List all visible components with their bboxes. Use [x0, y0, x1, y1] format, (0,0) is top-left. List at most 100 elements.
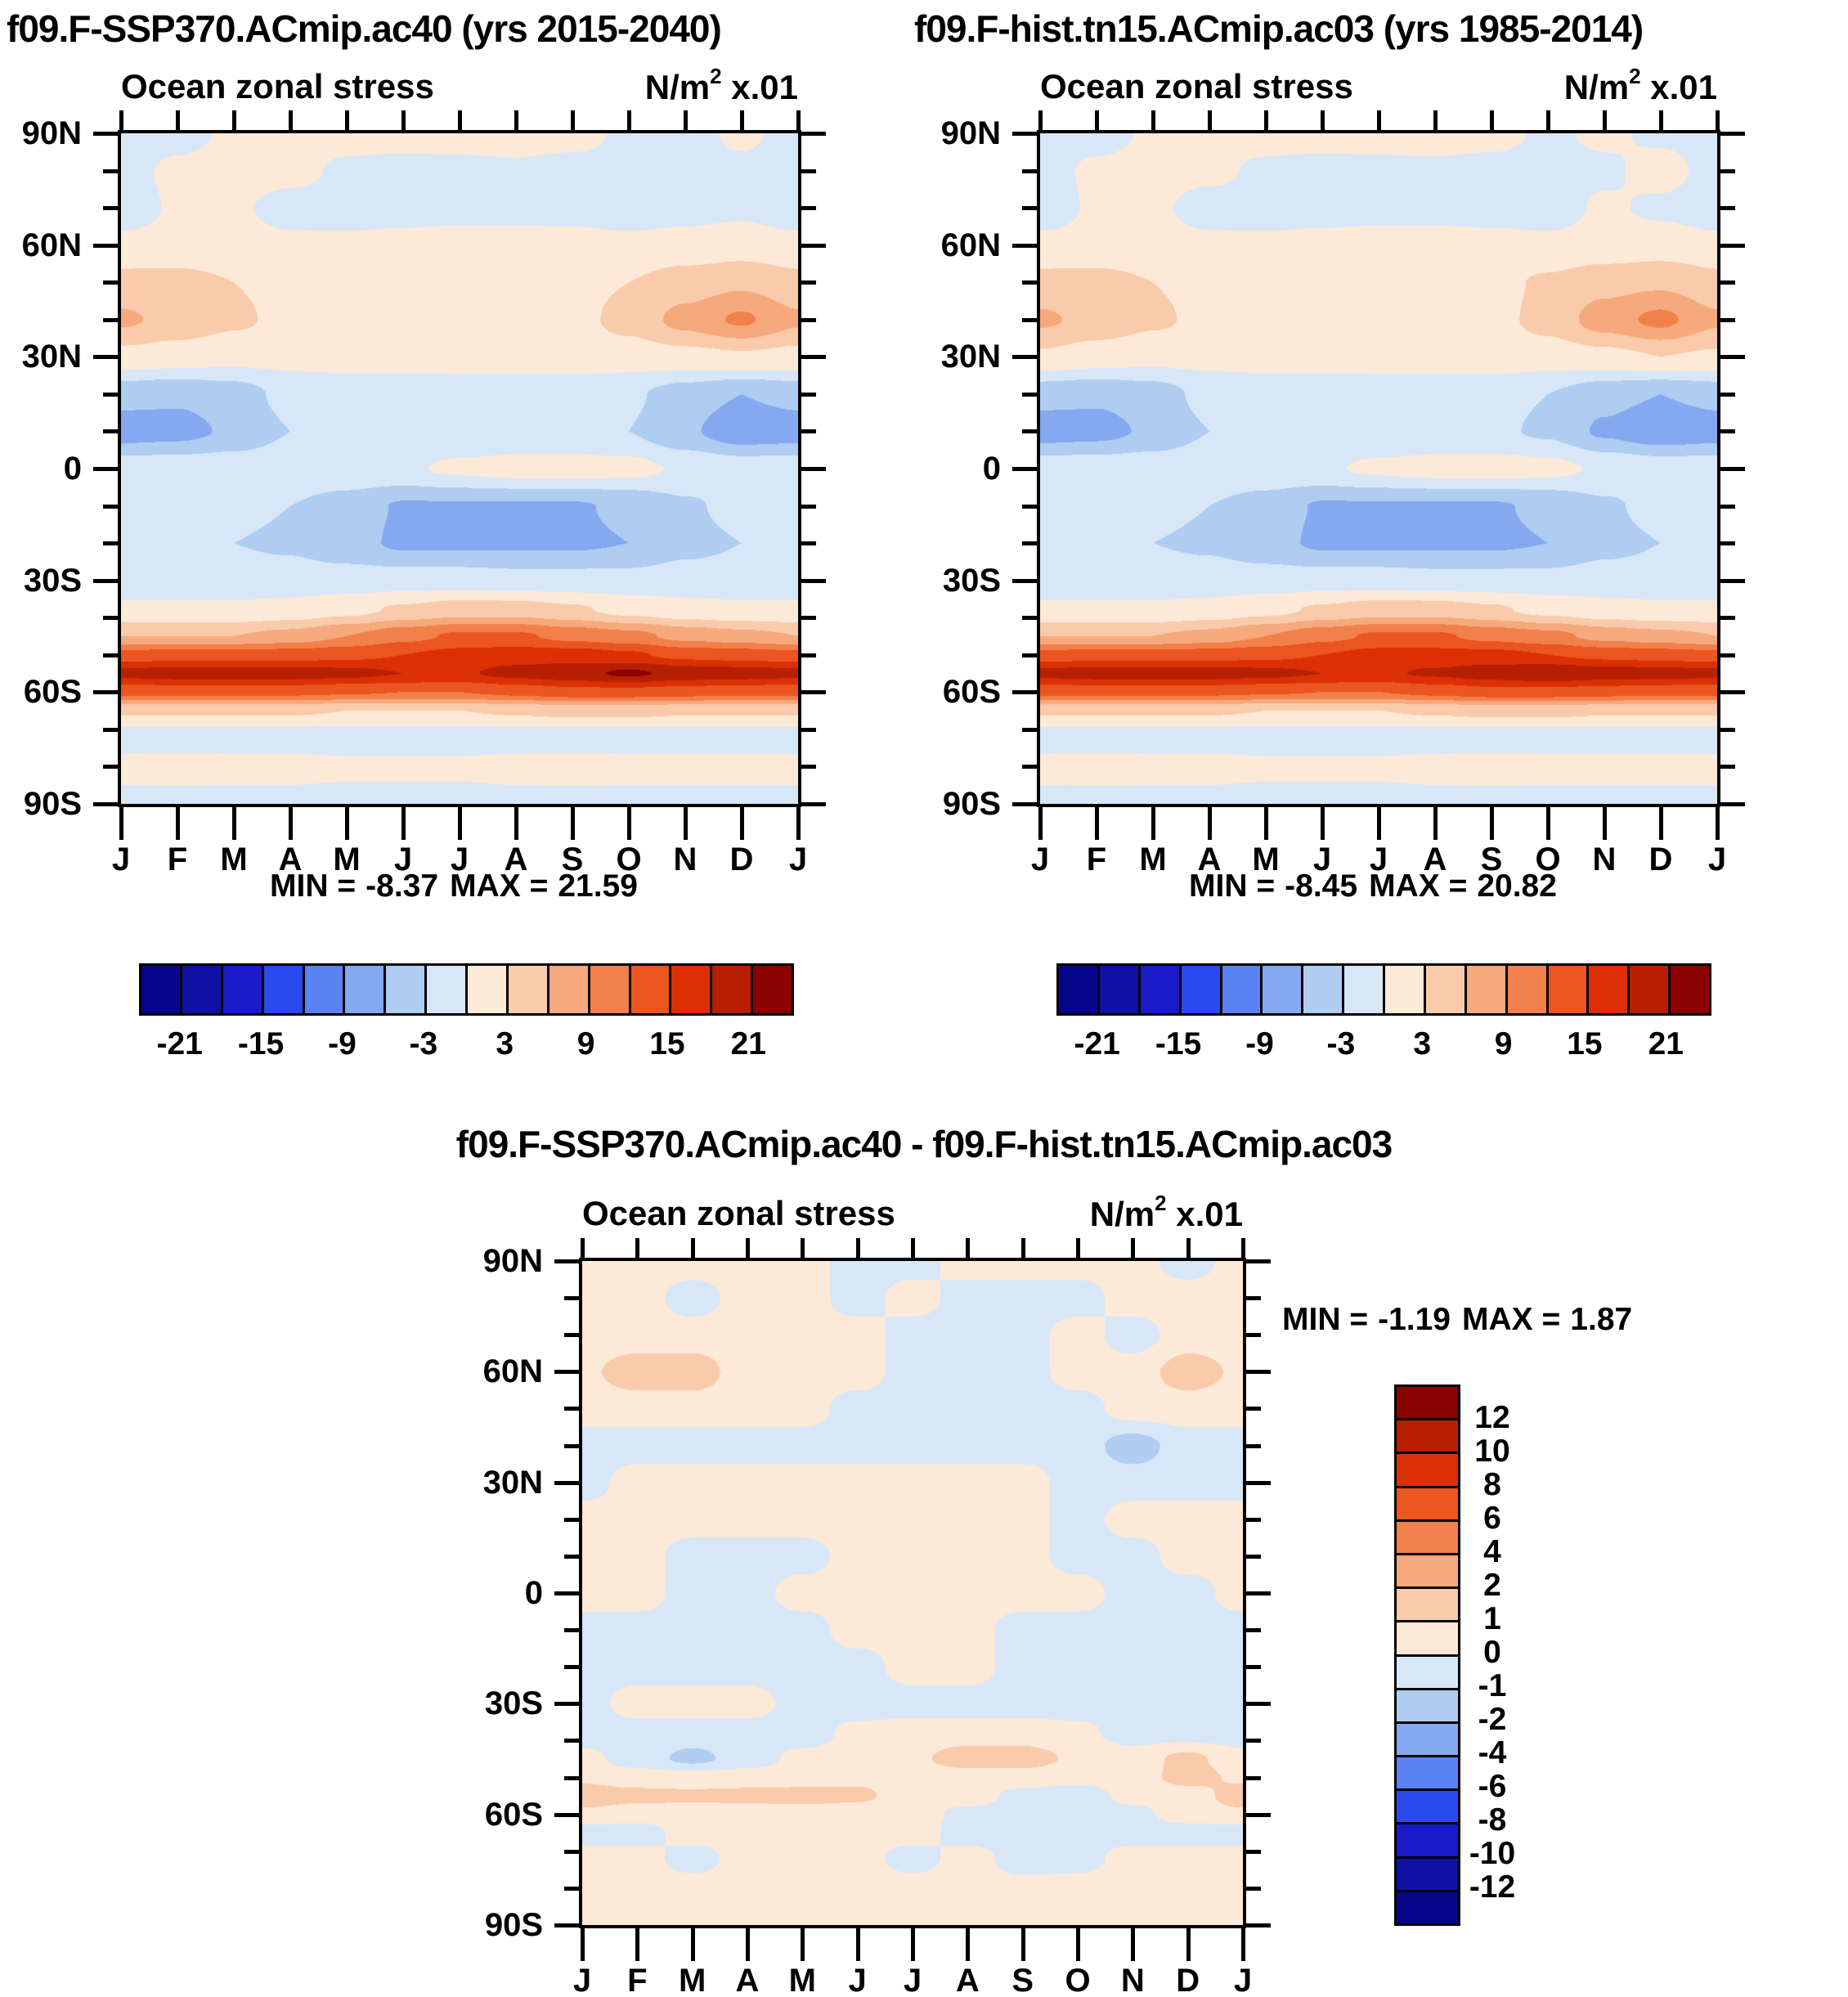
month-label: D — [1176, 1963, 1200, 1997]
lat-tick — [1246, 1259, 1271, 1263]
lat-tick — [801, 765, 816, 770]
colorbar-cell — [1397, 1856, 1458, 1890]
units-base: N/m — [644, 68, 711, 106]
colorbar-cell — [1397, 1586, 1458, 1621]
units-exponent: 2 — [710, 64, 722, 88]
colorbar-cell — [1342, 966, 1383, 1013]
panel-a-title: f09.F-SSP370.ACmip.ac40 (yrs 2015-2040) — [7, 7, 722, 50]
month-tick — [119, 807, 123, 840]
month-label: J — [1369, 841, 1388, 877]
month-label: N — [1120, 1963, 1145, 1997]
colorbar-label: -21 — [156, 1026, 203, 1061]
lat-tick — [1022, 392, 1037, 397]
month-tick — [684, 110, 688, 130]
panel-b-units: N/m2 x.01 — [1564, 64, 1717, 107]
month-tick — [684, 807, 688, 840]
colorbar-cell — [261, 966, 303, 1013]
month-tick — [1603, 807, 1607, 840]
lat-tick — [801, 392, 816, 397]
month-tick — [176, 807, 180, 840]
latitude-label: 90N — [940, 115, 1001, 151]
lat-tick — [1246, 1443, 1261, 1448]
month-tick — [1433, 110, 1438, 130]
min-label: MIN = — [270, 868, 357, 904]
colorbar-label: -15 — [1155, 1026, 1202, 1061]
month-label: A — [1423, 841, 1447, 877]
lat-tick — [1246, 1849, 1261, 1854]
max-value: 20.82 — [1477, 868, 1557, 904]
month-tick — [514, 110, 518, 130]
colorbar-cell — [1397, 1687, 1458, 1721]
colorbar-label: 21 — [730, 1026, 766, 1061]
lat-tick — [1720, 690, 1745, 695]
lat-tick — [103, 317, 118, 322]
lat-tick — [801, 429, 816, 434]
colorbar-label: 8 — [1483, 1467, 1501, 1502]
latitude-label: 60S — [23, 674, 82, 711]
colorbar-label: -4 — [1478, 1735, 1507, 1770]
colorbar-label: -15 — [237, 1026, 285, 1061]
lat-tick — [1246, 1554, 1261, 1559]
colorbar-cell — [424, 966, 465, 1013]
colorbar-cell — [343, 966, 384, 1013]
lat-tick — [93, 690, 118, 695]
lat-tick — [1720, 578, 1745, 583]
colorbar-label: 4 — [1483, 1534, 1501, 1569]
month-tick — [1490, 110, 1494, 130]
month-tick — [796, 110, 801, 130]
colorbar-label: -1 — [1478, 1668, 1507, 1703]
month-tick — [571, 807, 575, 840]
colorbar-cell — [1137, 966, 1179, 1013]
units-suffix: x.01 — [721, 68, 798, 106]
max-label: MAX = — [1369, 868, 1468, 904]
lat-tick — [1012, 578, 1037, 583]
month-label: A — [504, 841, 528, 877]
latitude-label: 90S — [23, 786, 82, 822]
month-tick — [740, 807, 744, 840]
colorbar-cell — [1397, 1788, 1458, 1823]
colorbar-label: 15 — [649, 1026, 685, 1061]
month-tick — [1020, 1928, 1025, 1961]
lat-tick — [801, 802, 826, 806]
latitude-label: 60S — [484, 1796, 543, 1833]
month-tick — [1321, 110, 1325, 130]
month-tick — [1264, 110, 1268, 130]
lat-tick — [564, 1628, 579, 1633]
month-tick — [232, 807, 236, 840]
month-tick — [1076, 1928, 1080, 1961]
colorbar-cell — [220, 966, 262, 1013]
month-label: J — [903, 1963, 922, 1997]
lat-tick — [801, 317, 816, 322]
lat-tick — [564, 1886, 579, 1891]
month-tick — [1095, 110, 1099, 130]
lat-tick — [801, 727, 816, 732]
panel-diff-title: f09.F-SSP370.ACmip.ac40 - f09.F-hist.tn1… — [455, 1123, 1393, 1165]
month-tick — [1038, 110, 1043, 130]
lat-tick — [1720, 616, 1735, 621]
panel-diff-field — [582, 1261, 1243, 1925]
lat-tick — [103, 504, 118, 509]
panel-b-subtitle: Ocean zonal stress — [1040, 67, 1353, 105]
lat-tick — [564, 1849, 579, 1854]
latitude-label: 30N — [482, 1464, 543, 1501]
latitude-label: 90S — [942, 786, 1001, 822]
colorbar-cell — [465, 966, 506, 1013]
latitude-label: 90N — [482, 1243, 543, 1279]
colorbar-cell — [141, 966, 180, 1013]
colorbar-cell — [1397, 1654, 1458, 1688]
month-tick — [690, 1238, 695, 1258]
lat-tick — [564, 1665, 579, 1670]
month-tick — [690, 1928, 695, 1961]
month-tick — [627, 807, 631, 840]
lat-tick — [1012, 132, 1037, 136]
colorbar-cell — [1397, 1452, 1458, 1486]
lat-tick — [564, 1443, 579, 1448]
latitude-label: 0 — [982, 451, 1001, 487]
lat-tick — [93, 578, 118, 583]
panel-diff-units: N/m2 x.01 — [1090, 1191, 1243, 1234]
lat-tick — [103, 653, 118, 657]
lat-tick — [554, 1812, 579, 1817]
colorbar-label: 10 — [1474, 1434, 1510, 1469]
colorbar-label: -9 — [328, 1026, 357, 1061]
units-exponent: 2 — [1629, 64, 1641, 88]
